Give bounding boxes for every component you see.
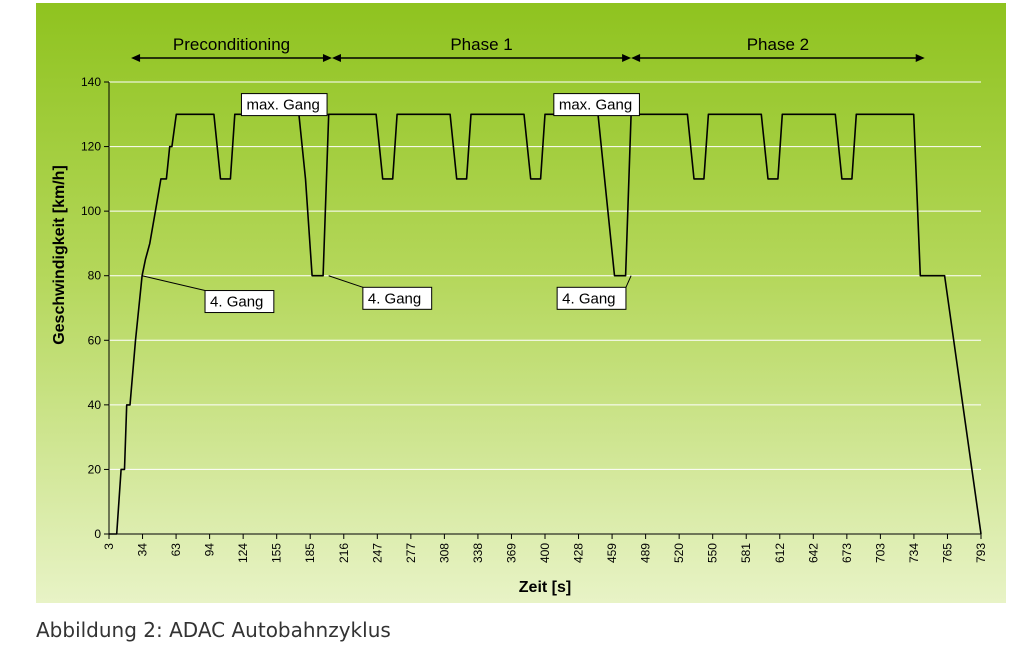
annotation-box — [553, 93, 640, 117]
y-tick-label: 0 — [94, 527, 101, 541]
x-axis-title: Zeit [s] — [519, 579, 571, 596]
y-tick-label: 40 — [88, 398, 102, 412]
x-tick-label: 793 — [974, 543, 988, 563]
annotation-callout: 4. Gang — [556, 275, 632, 310]
x-tick-label: 247 — [370, 543, 384, 563]
x-tick-label: 489 — [639, 543, 653, 563]
annotation-label: max. Gang — [246, 97, 319, 114]
x-tick-label: 308 — [437, 543, 451, 563]
x-tick-label: 124 — [236, 543, 250, 563]
y-tick-label: 60 — [88, 333, 102, 347]
phase-label: Preconditioning — [173, 35, 290, 54]
annotation-leader — [328, 275, 364, 288]
phase-arrow-head — [331, 54, 341, 62]
annotation-box — [362, 286, 433, 310]
x-tick-label: 277 — [404, 543, 418, 563]
annotation-label: max. Gang — [559, 97, 632, 114]
x-tick-label: 765 — [940, 543, 954, 563]
x-tick-labels: 3 34 63 94 124 155 185 216 247 277 308 338 369 400 428… — [102, 543, 988, 563]
x-tick-label: 550 — [706, 543, 720, 563]
y-tick-label: 120 — [81, 140, 101, 154]
x-tick-label: 3 — [102, 543, 116, 550]
x-tick-label: 185 — [303, 543, 317, 563]
x-tick-label: 34 — [136, 543, 150, 557]
phase-arrow-head — [131, 54, 141, 62]
y-tick-label: 80 — [88, 269, 102, 283]
x-tick-label: 369 — [504, 543, 518, 563]
phase-arrow-head — [322, 54, 332, 62]
x-tick-label: 155 — [270, 543, 284, 563]
annotation-box — [204, 290, 275, 314]
phase-arrow-head — [622, 54, 632, 62]
figure-caption: Abbildung 2: ADAC Autobahnzyklus — [36, 618, 391, 642]
phase-arrow-head — [915, 54, 925, 62]
phase-label: Phase 2 — [747, 35, 809, 54]
line-chart: 0 20 40 60 80 100 120 140 3 34 63 94 124 155 185 216 24… — [51, 35, 988, 596]
annotation-callout: max. Gang — [553, 93, 640, 117]
x-tick-label: 642 — [806, 543, 820, 563]
x-tick-label: 338 — [471, 543, 485, 563]
annotation-box — [556, 286, 627, 310]
x-tick-label: 459 — [605, 543, 619, 563]
series-layer — [109, 113, 982, 535]
annotations: 4. Gang max. Gang 4. Gang max. Gang 4. Gang — [141, 93, 640, 314]
x-tick-label: 734 — [907, 543, 921, 563]
phase-markers: Preconditioning Phase 1 Phase 2 — [131, 35, 925, 62]
x-tick-label: 612 — [773, 543, 787, 563]
y-tick-label: 20 — [88, 462, 102, 476]
phase-arrow-head — [631, 54, 641, 62]
x-tick-label: 63 — [169, 543, 183, 557]
phase-label: Phase 1 — [450, 35, 512, 54]
annotation-leader — [625, 275, 632, 288]
x-tick-label: 400 — [538, 543, 552, 563]
x-tick-label: 520 — [672, 543, 686, 563]
x-tick-label: 428 — [572, 543, 586, 563]
y-tick-labels: 0 20 40 60 80 100 120 140 — [81, 75, 101, 541]
annotation-label: 4. Gang — [562, 290, 615, 307]
x-tick-label: 216 — [337, 543, 351, 563]
y-tick-label: 140 — [81, 75, 101, 89]
annotation-leader — [141, 275, 206, 292]
annotation-label: 4. Gang — [368, 290, 421, 307]
x-tick-label: 703 — [873, 543, 887, 563]
annotation-box — [240, 93, 328, 117]
chart-area: 0 20 40 60 80 100 120 140 3 34 63 94 124 155 185 216 24… — [36, 3, 1006, 603]
x-tick-label: 673 — [840, 543, 854, 563]
axes — [104, 81, 982, 539]
annotation-callout: max. Gang — [240, 93, 329, 117]
x-tick-label: 581 — [739, 543, 753, 563]
annotation-label: 4. Gang — [210, 294, 263, 311]
y-axis-title: Geschwindigkeit [km/h] — [51, 165, 68, 345]
speed-line — [109, 113, 982, 535]
y-tick-label: 100 — [81, 204, 101, 218]
gridlines — [109, 81, 981, 470]
annotation-callout: 4. Gang — [141, 275, 275, 314]
annotation-callout: 4. Gang — [328, 275, 433, 310]
x-tick-label: 94 — [203, 543, 217, 557]
